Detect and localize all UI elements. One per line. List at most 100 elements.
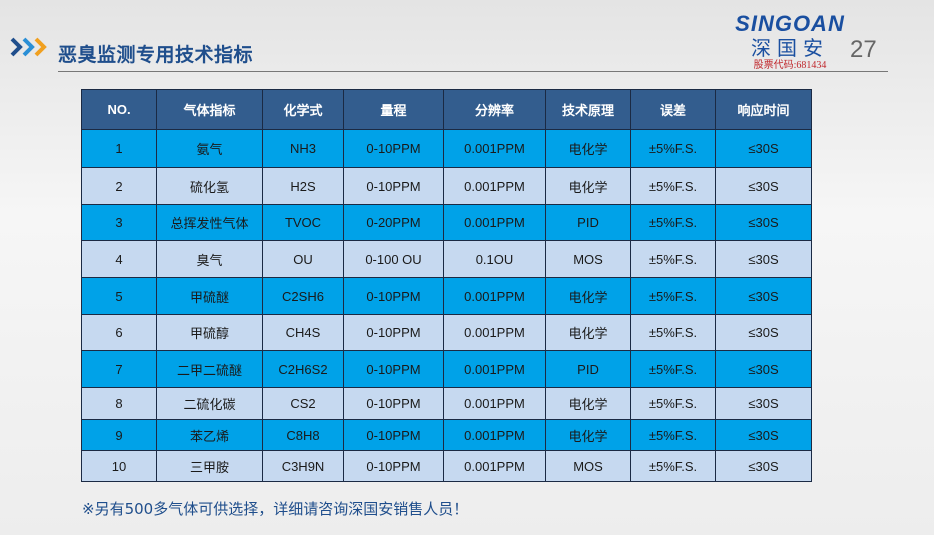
table-cell: ±5%F.S. bbox=[630, 204, 716, 241]
table-cell: 10 bbox=[81, 450, 157, 482]
table-cell: MOS bbox=[545, 450, 631, 482]
table-cell: 0.001PPM bbox=[443, 350, 546, 388]
table-cell: TVOC bbox=[262, 204, 344, 241]
table-cell: C8H8 bbox=[262, 419, 344, 451]
table-cell: 0-100 OU bbox=[343, 240, 444, 278]
table-cell: C2SH6 bbox=[262, 277, 344, 315]
table-row: 7 二甲二硫醚 C2H6S2 0-10PPM 0.001PPM PID ±5%F.S. ≤30… bbox=[81, 350, 812, 388]
page-number: 27 bbox=[850, 36, 877, 63]
table-cell: 电化学 bbox=[545, 387, 631, 420]
table-cell: ±5%F.S. bbox=[630, 277, 716, 315]
table-cell: 9 bbox=[81, 419, 157, 451]
table-row: 8 二硫化碳 CS2 0-10PPM 0.001PPM 电化学 ±5%F.S. ≤30S bbox=[81, 387, 812, 420]
page-title: 恶臭监测专用技术指标 bbox=[58, 44, 254, 66]
table-cell: 甲硫醇 bbox=[156, 314, 263, 351]
table-cell: ≤30S bbox=[715, 387, 812, 420]
table-row: 6 甲硫醇 CH4S 0-10PPM 0.001PPM 电化学 ±5%F.S. ≤30S bbox=[81, 314, 812, 351]
table-cell: ≤30S bbox=[715, 204, 812, 241]
column-header: 误差 bbox=[630, 89, 716, 130]
table-cell: 二硫化碳 bbox=[156, 387, 263, 420]
table-cell: 二甲二硫醚 bbox=[156, 350, 263, 388]
table-cell: PID bbox=[545, 350, 631, 388]
table-cell: 0.001PPM bbox=[443, 450, 546, 482]
stock-code: 股票代码:681434 bbox=[753, 60, 827, 71]
table-cell: 0-10PPM bbox=[343, 387, 444, 420]
table-cell: 电化学 bbox=[545, 314, 631, 351]
table-cell: ±5%F.S. bbox=[630, 167, 716, 205]
column-header: 气体指标 bbox=[156, 89, 263, 130]
table-cell: 5 bbox=[81, 277, 157, 315]
company-logo: SINGOAN 深国安 股票代码:681434 bbox=[725, 12, 855, 72]
table-row: 10 三甲胺 C3H9N 0-10PPM 0.001PPM MOS ±5%F.S. ≤30S bbox=[81, 450, 812, 482]
table-cell: ≤30S bbox=[715, 129, 812, 168]
table-cell: 7 bbox=[81, 350, 157, 388]
table-cell: CS2 bbox=[262, 387, 344, 420]
table-row: 1 氨气 NH3 0-10PPM 0.001PPM 电化学 ±5%F.S. ≤30S bbox=[81, 129, 812, 168]
table-row: 2 硫化氢 H2S 0-10PPM 0.001PPM 电化学 ±5%F.S. ≤30S bbox=[81, 167, 812, 205]
column-header: 化学式 bbox=[262, 89, 344, 130]
table-cell: 电化学 bbox=[545, 419, 631, 451]
table-cell: ≤30S bbox=[715, 350, 812, 388]
table-cell: 1 bbox=[81, 129, 157, 168]
table-cell: 0-20PPM bbox=[343, 204, 444, 241]
table-cell: ±5%F.S. bbox=[630, 419, 716, 451]
table-cell: 苯乙烯 bbox=[156, 419, 263, 451]
table-cell: C2H6S2 bbox=[262, 350, 344, 388]
table-cell: 4 bbox=[81, 240, 157, 278]
table-cell: 电化学 bbox=[545, 277, 631, 315]
table-cell: ≤30S bbox=[715, 167, 812, 205]
table-cell: ±5%F.S. bbox=[630, 350, 716, 388]
table-cell: ≤30S bbox=[715, 314, 812, 351]
table-cell: PID bbox=[545, 204, 631, 241]
spec-table: NO. 气体指标 化学式 量程 分辨率 技术原理 误差 响应时间 1 氨气 NH3 0-10PPM 0… bbox=[81, 89, 812, 482]
table-cell: 0-10PPM bbox=[343, 450, 444, 482]
table-cell: 0.1OU bbox=[443, 240, 546, 278]
table-cell: 0.001PPM bbox=[443, 419, 546, 451]
table-cell: 电化学 bbox=[545, 129, 631, 168]
table-cell: CH4S bbox=[262, 314, 344, 351]
table-cell: 0-10PPM bbox=[343, 350, 444, 388]
table-cell: 0.001PPM bbox=[443, 314, 546, 351]
column-header: 分辨率 bbox=[443, 89, 546, 130]
table-cell: 2 bbox=[81, 167, 157, 205]
title-divider bbox=[58, 71, 888, 72]
table-cell: 0.001PPM bbox=[443, 387, 546, 420]
logo-chinese: 深国安 bbox=[751, 36, 829, 60]
table-cell: ±5%F.S. bbox=[630, 240, 716, 278]
table-cell: 三甲胺 bbox=[156, 450, 263, 482]
table-cell: NH3 bbox=[262, 129, 344, 168]
table-cell: ≤30S bbox=[715, 277, 812, 315]
table-cell: ±5%F.S. bbox=[630, 129, 716, 168]
table-cell: 电化学 bbox=[545, 167, 631, 205]
column-header: 响应时间 bbox=[715, 89, 812, 130]
table-cell: ≤30S bbox=[715, 240, 812, 278]
table-cell: 0.001PPM bbox=[443, 204, 546, 241]
column-header: 量程 bbox=[343, 89, 444, 130]
table-cell: 0-10PPM bbox=[343, 167, 444, 205]
table-cell: 0.001PPM bbox=[443, 167, 546, 205]
table-cell: ±5%F.S. bbox=[630, 387, 716, 420]
column-header: 技术原理 bbox=[545, 89, 631, 130]
table-cell: OU bbox=[262, 240, 344, 278]
table-cell: C3H9N bbox=[262, 450, 344, 482]
table-cell: MOS bbox=[545, 240, 631, 278]
table-cell: 0-10PPM bbox=[343, 129, 444, 168]
table-cell: 总挥发性气体 bbox=[156, 204, 263, 241]
table-row: 4 臭气 OU 0-100 OU 0.1OU MOS ±5%F.S. ≤30S bbox=[81, 240, 812, 278]
table-row: 3 总挥发性气体 TVOC 0-20PPM 0.001PPM PID ±5%F.S. ≤30S bbox=[81, 204, 812, 241]
table-cell: 3 bbox=[81, 204, 157, 241]
table-cell: 甲硫醚 bbox=[156, 277, 263, 315]
table-cell: 氨气 bbox=[156, 129, 263, 168]
table-cell: 6 bbox=[81, 314, 157, 351]
column-header: NO. bbox=[81, 89, 157, 130]
table-row: 9 苯乙烯 C8H8 0-10PPM 0.001PPM 电化学 ±5%F.S. ≤30S bbox=[81, 419, 812, 451]
table-cell: 0-10PPM bbox=[343, 419, 444, 451]
table-cell: 8 bbox=[81, 387, 157, 420]
logo-english: SINGOAN bbox=[735, 11, 845, 36]
table-cell: ±5%F.S. bbox=[630, 450, 716, 482]
table-cell: 0.001PPM bbox=[443, 129, 546, 168]
table-cell: ±5%F.S. bbox=[630, 314, 716, 351]
table-header-row: NO. 气体指标 化学式 量程 分辨率 技术原理 误差 响应时间 bbox=[81, 89, 812, 130]
table-cell: 硫化氢 bbox=[156, 167, 263, 205]
table-cell: 0-10PPM bbox=[343, 314, 444, 351]
